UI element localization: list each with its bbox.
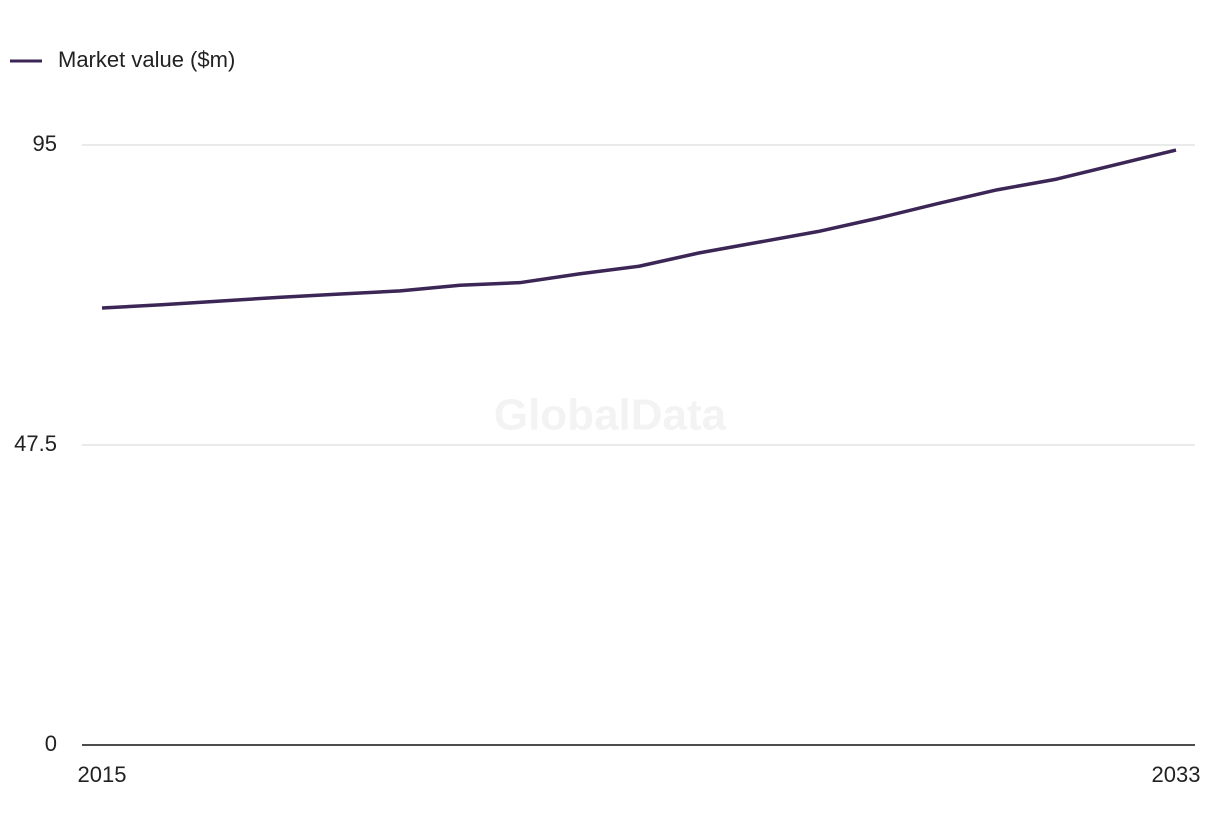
data-line [101,148,1177,310]
y-tick-label: 47.5 [14,431,57,456]
x-tick-label: 2015 [78,762,127,787]
watermark: GlobalData [494,391,727,440]
legend-label: Market value ($m) [58,47,235,72]
y-tick-label: 95 [33,131,57,156]
x-tick-label: 2033 [1152,762,1201,787]
y-tick-label: 0 [45,731,57,756]
